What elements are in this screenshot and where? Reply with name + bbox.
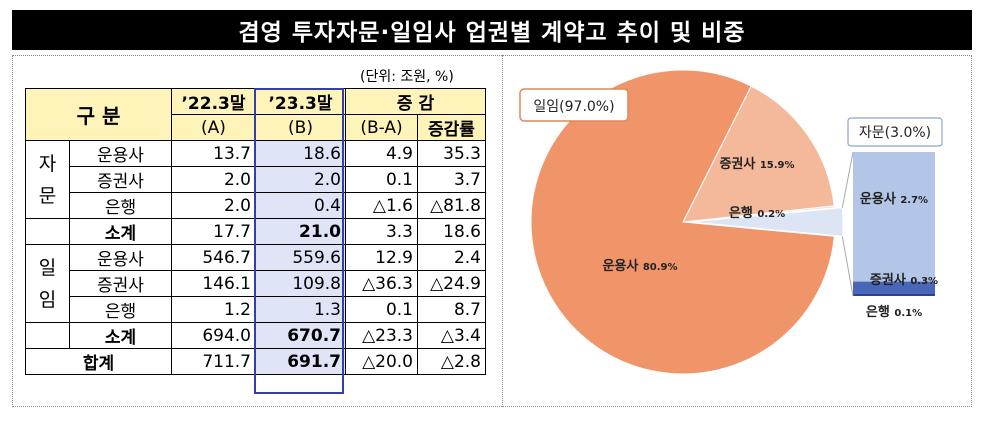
row-name: 증권사: [69, 166, 172, 193]
cell-diff: △36.3: [345, 270, 418, 297]
table-row: 증권사 146.1 109.8 △36.3 △24.9: [26, 270, 486, 297]
cell-diff: 3.3: [345, 218, 418, 245]
table-row-subtotal: 소계 17.7 21.0 3.3 18.6: [25, 218, 486, 245]
row-name: 은행: [69, 192, 172, 219]
panel-divider: [502, 55, 503, 407]
cell-b: 0.4: [255, 192, 346, 219]
cell-a: 2.0: [171, 166, 256, 193]
cell-b: 2.0: [255, 166, 346, 193]
cell-rate: △24.9: [417, 270, 486, 297]
cell-rate: 18.6: [417, 218, 486, 245]
cell-diff: △23.3: [345, 322, 418, 349]
cell-a: 1.2: [171, 296, 256, 323]
cell-b: 559.6: [255, 244, 346, 271]
header-col-b-top: ’23.3말: [255, 88, 346, 115]
cell-b: 1.3: [255, 296, 346, 323]
cell-a: 146.1: [171, 270, 256, 297]
header-col-a-bottom: (A): [171, 114, 256, 141]
table-row: 증권사 2.0 2.0 0.1 3.7: [26, 166, 486, 193]
cell-b: 18.6: [255, 140, 346, 167]
cell-a: 711.7: [171, 348, 256, 375]
table-header-row-1: 구 분 ’22.3말 ’23.3말 증 감: [25, 88, 486, 141]
row-name: 운용사: [69, 140, 172, 167]
cell-a: 694.0: [171, 322, 256, 349]
cell-b: 691.7: [255, 348, 346, 375]
header-category: 구 분: [25, 88, 172, 141]
cell-b: 670.7: [255, 322, 346, 349]
cell-rate: 35.3: [417, 140, 486, 167]
cell-rate: △3.4: [417, 322, 486, 349]
header-col-b-bottom: (B): [255, 114, 346, 141]
header-rate: 증감률: [417, 114, 486, 141]
cell-b: 21.0: [255, 218, 346, 245]
row-name: 소계: [69, 322, 172, 349]
cell-diff: 0.1: [345, 296, 418, 323]
table-row-total: 합계 711.7 691.7 △20.0 △2.8: [25, 348, 486, 375]
cell-a: 2.0: [171, 192, 256, 219]
group-label-spacer: [25, 322, 70, 349]
row-name: 운용사: [69, 244, 172, 271]
cell-a: 17.7: [171, 218, 256, 245]
cell-rate: 3.7: [417, 166, 486, 193]
header-diff-bottom: (B-A): [345, 114, 418, 141]
page-title: 겸영 투자자문·일임사 업권별 계약고 추이 및 비중: [12, 10, 972, 50]
table-row: 은행 1.2 1.3 0.1 8.7: [26, 296, 486, 323]
table-row-subtotal: 소계 694.0 670.7 △23.3 △3.4: [25, 322, 486, 349]
cell-rate: △81.8: [417, 192, 486, 219]
cell-b: 109.8: [255, 270, 346, 297]
header-col-a-top: ’22.3말: [171, 88, 256, 115]
cell-rate: 8.7: [417, 296, 486, 323]
cell-a: 546.7: [171, 244, 256, 271]
header-diff-top: 증 감: [345, 88, 486, 115]
row-name: 합계: [25, 348, 172, 375]
table-row: 은행 2.0 0.4 △1.6 △81.8: [26, 192, 486, 219]
cell-rate: 2.4: [417, 244, 486, 271]
cell-diff: 0.1: [345, 166, 418, 193]
cell-diff: 12.9: [345, 244, 418, 271]
row-name: 소계: [69, 218, 172, 245]
contract-table: 구 분 ’22.3말 ’23.3말 증 감 (A) (B) (B-A) 증감률 …: [25, 88, 486, 375]
cell-diff: 4.9: [345, 140, 418, 167]
unit-label: (단위: 조원, %): [360, 69, 454, 85]
cell-rate: △2.8: [417, 348, 486, 375]
cell-diff: △1.6: [345, 192, 418, 219]
row-name: 증권사: [69, 270, 172, 297]
row-name: 은행: [69, 296, 172, 323]
content-frame: [12, 55, 972, 407]
cell-a: 13.7: [171, 140, 256, 167]
group-label-spacer: [25, 218, 70, 245]
cell-diff: △20.0: [345, 348, 418, 375]
